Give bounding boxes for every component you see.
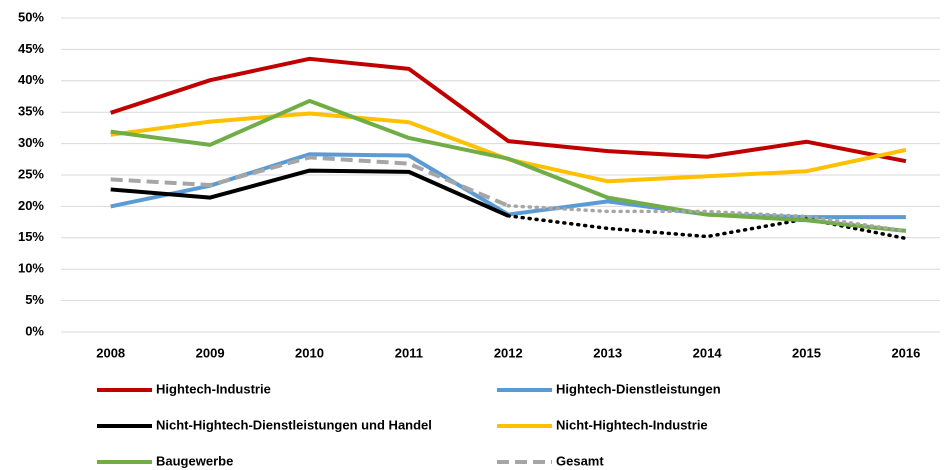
y-tick-label: 15% xyxy=(18,229,44,244)
x-tick-label: 2010 xyxy=(295,345,324,360)
series-line xyxy=(110,152,906,220)
x-tick-label: 2012 xyxy=(494,345,523,360)
x-tick-label: 2014 xyxy=(693,345,723,360)
legend-label: Nicht-Hightech-Dienstleistungen und Hand… xyxy=(156,417,432,432)
y-tick-label: 10% xyxy=(18,261,44,276)
y-tick-label: 35% xyxy=(18,104,44,119)
x-tick-label: 2009 xyxy=(196,345,225,360)
y-tick-label: 30% xyxy=(18,135,44,150)
series-line xyxy=(110,56,907,164)
legend-label: Baugewerbe xyxy=(156,453,233,468)
legend-label: Gesamt xyxy=(556,453,604,468)
x-tick-label: 2008 xyxy=(96,345,125,360)
y-tick-label: 0% xyxy=(25,323,44,338)
legend-label: Hightech-Dienstleistungen xyxy=(556,381,721,396)
y-tick-label: 25% xyxy=(18,166,44,181)
x-tick-label: 2013 xyxy=(593,345,622,360)
legend-label: Hightech-Industrie xyxy=(156,381,271,396)
x-tick-label: 2011 xyxy=(395,345,423,360)
series-line xyxy=(110,98,907,233)
y-tick-label: 45% xyxy=(18,41,44,56)
x-tick-label: 2015 xyxy=(792,345,821,360)
series-line xyxy=(506,214,908,241)
y-tick-label: 40% xyxy=(18,72,44,87)
legend-label: Nicht-Hightech-Industrie xyxy=(556,417,708,432)
y-tick-label: 20% xyxy=(18,198,44,213)
x-tick-label: 2016 xyxy=(891,345,920,360)
y-tick-label: 50% xyxy=(18,9,44,24)
series-line xyxy=(110,111,907,184)
series-line xyxy=(110,168,510,218)
y-tick-label: 5% xyxy=(25,292,44,307)
series-line xyxy=(110,155,510,208)
